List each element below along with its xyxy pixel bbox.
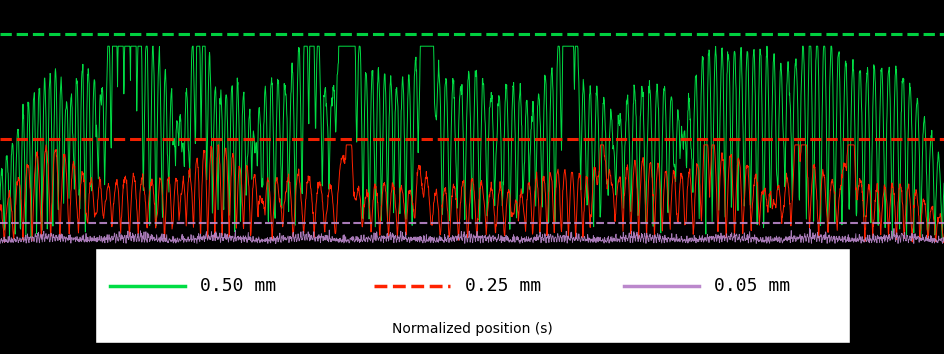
Text: 0.25 mm: 0.25 mm xyxy=(464,277,541,295)
Text: Normalized position (s): Normalized position (s) xyxy=(392,322,552,336)
Text: 0.05 mm: 0.05 mm xyxy=(714,277,790,295)
Text: 0.50 mm: 0.50 mm xyxy=(200,277,277,295)
